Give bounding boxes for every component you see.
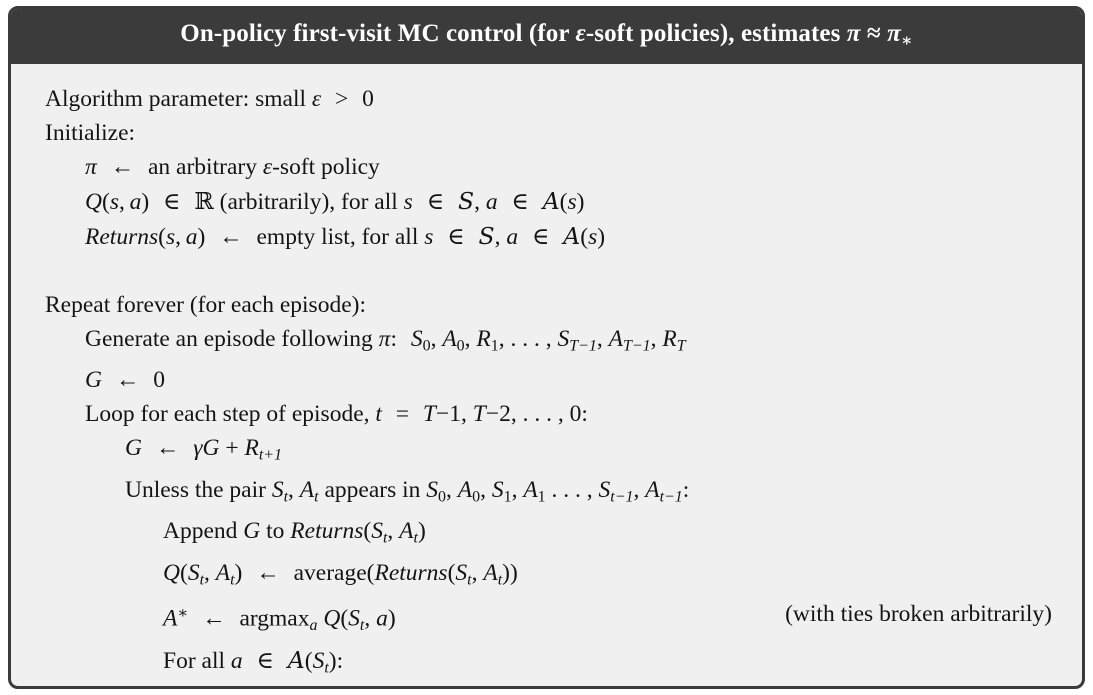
algorithm-box: On-policy first-visit MC control (for ε-…	[8, 6, 1085, 689]
line-generate-episode: Generate an episode following π: S0, A0,…	[85, 326, 686, 355]
line-g-update: G ← γG + Rt+1	[125, 435, 283, 464]
line-append-g: Append G to Returns(St, At)	[163, 518, 426, 547]
cases-block: π(a|St) ← { 1 − ε + ε/|A(St)|if a = A∗ ε…	[45, 686, 1060, 687]
cases-rows: 1 − ε + ε/|A(St)|if a = A∗ ε/|A(St)|if a…	[351, 686, 1060, 687]
line-repeat-forever: Repeat forever (for each episode):	[45, 292, 366, 318]
note-ties-broken: (with ties broken arbitrarily)	[785, 601, 1052, 628]
page-title: On-policy first-visit MC control (for ε-…	[180, 19, 913, 50]
line-loop-steps: Loop for each step of episode, t = T−1, …	[85, 401, 588, 428]
line-g-init: G ← 0	[85, 367, 165, 394]
spacer-1	[45, 254, 1060, 288]
line-initialize: Initialize:	[45, 120, 136, 146]
line-q-average: Q(St, At) ← average(Returns(St, At))	[163, 559, 518, 589]
algorithm-body: Algorithm parameter: small ε > 0 Initial…	[11, 64, 1082, 687]
line-init-pi: π ← an arbitrary ε-soft policy	[85, 154, 380, 180]
line-unless-pair: Unless the pair St, At appears in S0, A0…	[125, 476, 690, 506]
line-algorithm-parameter: Algorithm parameter: small ε > 0	[45, 86, 374, 112]
line-for-all-a: For all a ∈ A(St):	[163, 646, 344, 677]
algorithm-title-bar: On-policy first-visit MC control (for ε-…	[11, 9, 1082, 64]
line-init-returns: Returns(s, a) ← empty list, for all s ∈ …	[85, 222, 606, 250]
line-init-q: Q(s, a) ∈ ℝ (arbitrarily), for all s ∈ S…	[85, 187, 585, 215]
line-a-star: A∗ ← argmaxa Q(St, a) (with ties broken …	[45, 597, 1060, 643]
